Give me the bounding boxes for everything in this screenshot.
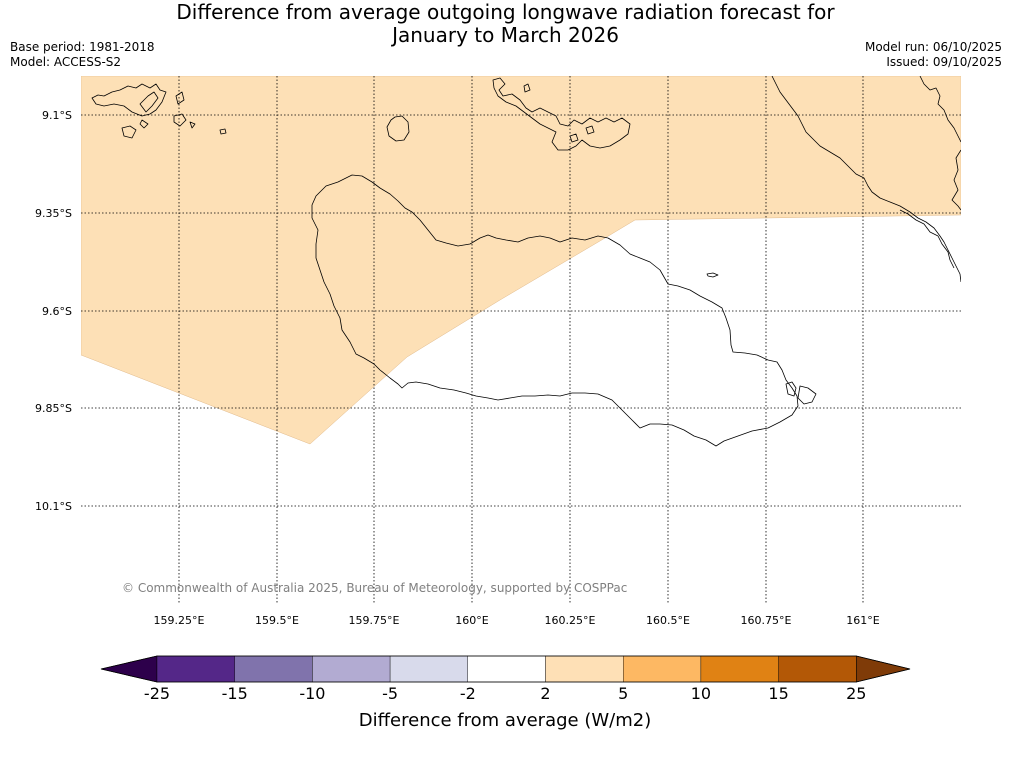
title-line-2: January to March 2026 xyxy=(392,23,619,47)
colorbar-segment xyxy=(700,655,779,683)
lon-label: 160.25°E xyxy=(545,614,596,627)
coast-islet-east xyxy=(706,272,719,278)
issued-date: Issued: 09/10/2025 xyxy=(886,55,1002,69)
coast-savo xyxy=(386,115,410,142)
colorbar-outline xyxy=(100,655,911,683)
colorbar-extend-high xyxy=(855,655,911,683)
lon-label: 159.25°E xyxy=(154,614,205,627)
chart-title: Difference from average outgoing longwav… xyxy=(0,1,1011,47)
lon-label: 159.75°E xyxy=(349,614,400,627)
colorbar-tick-label: 5 xyxy=(618,684,628,703)
coast-malaita-east-2 xyxy=(951,149,961,211)
base-period: Base period: 1981-2018 xyxy=(10,40,155,54)
model-run: Model run: 06/10/2025 xyxy=(864,40,1002,54)
meta-left: Base period: 1981-2018 Model: ACCESS-S2 xyxy=(10,40,155,70)
colorbar-extend-low xyxy=(100,655,158,683)
model-name: Model: ACCESS-S2 xyxy=(10,55,122,69)
map-panel: © Commonwealth of Australia 2025, Bureau… xyxy=(81,76,961,604)
coast-malaita xyxy=(771,76,961,283)
lon-label: 161°E xyxy=(846,614,879,627)
coast-russell-islands xyxy=(91,83,227,139)
colorbar-segment xyxy=(156,655,235,683)
lon-label: 159.5°E xyxy=(255,614,299,627)
lat-label: 9.35°S xyxy=(35,207,72,220)
colorbar-title: Difference from average (W/m2) xyxy=(359,710,651,731)
colorbar-segment xyxy=(545,655,624,683)
lon-label: 160°E xyxy=(455,614,488,627)
colorbar-tick-label: -25 xyxy=(144,684,170,703)
coast-nggela-islets xyxy=(523,83,595,143)
colorbar-tick-label: -5 xyxy=(382,684,398,703)
coast-guadalcanal xyxy=(311,174,799,447)
colorbar-tick-label: -2 xyxy=(460,684,476,703)
lat-axis-labels: 9.1°S 9.35°S 9.6°S 9.85°S 10.1°S xyxy=(35,109,72,513)
colorbar-segment xyxy=(778,655,857,683)
colorbar-tick-label: 15 xyxy=(768,684,788,703)
colorbar-tick-labels: -25 -15 -10 -5 -2 2 5 10 15 25 xyxy=(144,684,867,703)
colorbar-segments xyxy=(100,655,911,683)
anomaly-region-2-5 xyxy=(81,76,961,445)
lat-label: 10.1°S xyxy=(35,500,72,513)
lon-axis-labels: 159.25°E 159.5°E 159.75°E 160°E 160.25°E… xyxy=(154,614,880,627)
meta-right: Model run: 06/10/2025 Issued: 09/10/2025 xyxy=(865,40,1002,70)
coast-maramasike xyxy=(899,209,955,269)
coastlines xyxy=(91,76,961,447)
colorbar-segment xyxy=(623,655,702,683)
lat-label: 9.85°S xyxy=(35,402,72,415)
lat-label: 9.6°S xyxy=(42,305,72,318)
lon-label: 160.75°E xyxy=(741,614,792,627)
coast-malaita-east xyxy=(919,76,961,143)
colorbar-tick-label: 10 xyxy=(691,684,711,703)
colorbar-tick-label: 2 xyxy=(540,684,550,703)
colorbar-segment xyxy=(312,655,391,683)
colorbar-segment xyxy=(467,655,546,683)
lat-label: 9.1°S xyxy=(42,109,72,122)
colorbar-segment xyxy=(234,655,313,683)
colorbar-tick-label: -15 xyxy=(222,684,248,703)
map-credit: © Commonwealth of Australia 2025, Bureau… xyxy=(122,581,627,595)
colorbar-segment xyxy=(389,655,469,683)
lon-label: 160.5°E xyxy=(646,614,690,627)
title-line-1: Difference from average outgoing longwav… xyxy=(176,0,835,24)
colorbar-tick-label: 25 xyxy=(846,684,866,703)
gridlines xyxy=(81,76,961,604)
colorbar: -25 -15 -10 -5 -2 2 5 10 15 25 Difference from av… xyxy=(100,655,911,731)
coast-russell-inner xyxy=(139,91,159,113)
coast-nggela xyxy=(492,77,631,151)
colorbar-tick-label: -10 xyxy=(299,684,325,703)
coast-marau-islands xyxy=(785,381,817,405)
